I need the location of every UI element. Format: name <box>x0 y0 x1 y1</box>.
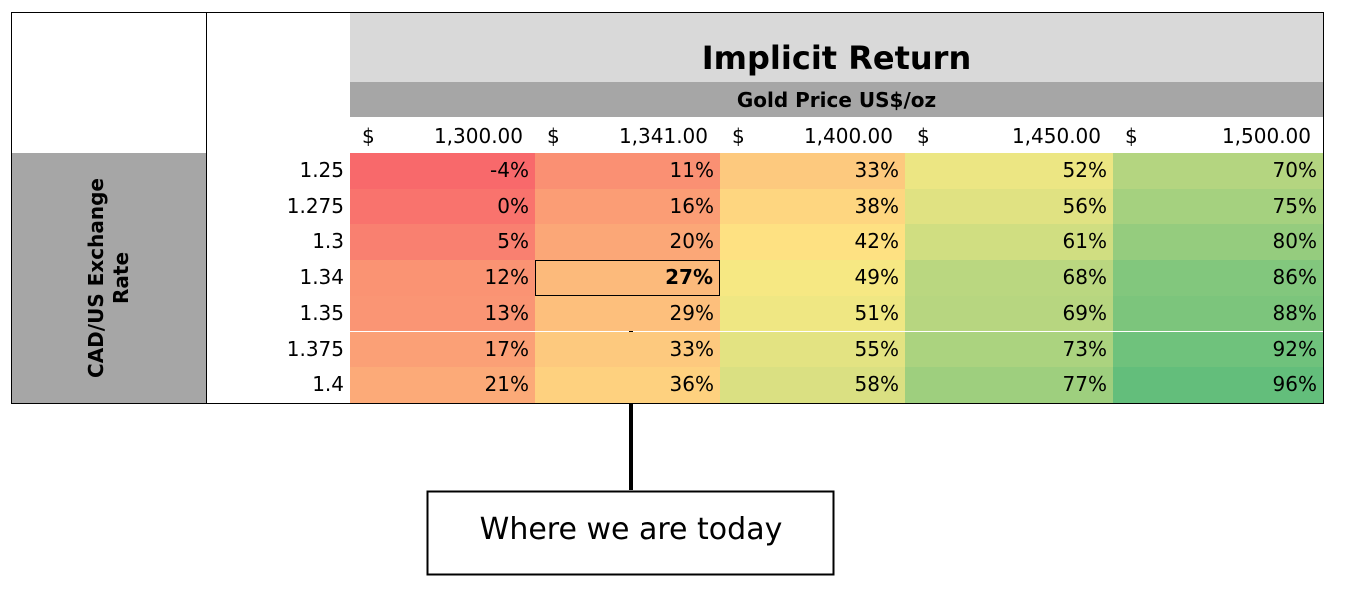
value-cell: 12% <box>350 260 535 296</box>
column-amount: 1,300.00 <box>433 124 523 148</box>
value-cell: 96% <box>1113 367 1323 403</box>
column-symbol: $ <box>362 124 375 148</box>
row-rate: 1.25 <box>299 158 344 182</box>
value-cell: 17% <box>350 331 535 368</box>
value-cell: 55% <box>720 331 905 368</box>
value-cell: 58% <box>720 367 905 403</box>
value-cell: 42% <box>720 224 905 261</box>
value-cell: 49% <box>720 260 905 296</box>
value-cell: 61% <box>905 224 1113 261</box>
column-symbol: $ <box>1125 124 1138 148</box>
value-cell: 27% <box>535 260 720 296</box>
column-symbol: $ <box>547 124 560 148</box>
value-cell: 56% <box>905 188 1113 225</box>
column-symbol: $ <box>732 124 745 148</box>
subtitle-band: Gold Price US$/oz <box>350 82 1323 117</box>
callout-text: Where we are today <box>479 512 783 547</box>
value-cell: 5% <box>350 224 535 261</box>
column-symbol: $ <box>917 124 930 148</box>
row-rate: 1.3 <box>312 229 344 254</box>
value-cell: 68% <box>905 260 1113 296</box>
value-cell: 16% <box>535 188 720 225</box>
value-cell: -4% <box>350 153 535 189</box>
value-cell: 70% <box>1113 153 1323 189</box>
callout-box <box>426 490 835 576</box>
value-cell: 51% <box>720 295 905 332</box>
value-cell: 69% <box>905 295 1113 332</box>
value-cell: 0% <box>350 188 535 225</box>
row-rate: 1.4 <box>312 372 344 397</box>
value-cell: 73% <box>905 331 1113 368</box>
row-axis-band <box>12 153 206 403</box>
value-cell: 92% <box>1113 331 1323 368</box>
row-rate: 1.375 <box>286 336 344 361</box>
value-cell: 33% <box>720 153 905 189</box>
row-rate: 1.275 <box>286 193 344 218</box>
column-amount: 1,400.00 <box>803 124 893 148</box>
row-rate: 1.35 <box>299 300 344 325</box>
value-cell: 88% <box>1113 295 1323 332</box>
value-cell: 86% <box>1113 260 1323 296</box>
column-amount: 1,450.00 <box>1011 124 1101 148</box>
value-cell: 38% <box>720 188 905 225</box>
table-frame <box>11 12 1324 404</box>
value-cell: 36% <box>535 367 720 403</box>
row-rate: 1.34 <box>299 265 344 290</box>
value-cell: 33% <box>535 331 720 368</box>
divider <box>206 12 207 404</box>
value-cell: 75% <box>1113 188 1323 225</box>
value-cell: 29% <box>535 295 720 332</box>
value-cell: 52% <box>905 153 1113 189</box>
title-band: Implicit Return <box>350 13 1323 82</box>
value-cell: 77% <box>905 367 1113 403</box>
value-cell: 11% <box>535 153 720 189</box>
value-cell: 20% <box>535 224 720 261</box>
column-amount: 1,341.00 <box>618 124 708 148</box>
value-cell: 13% <box>350 295 535 332</box>
column-amount: 1,500.00 <box>1221 124 1311 148</box>
value-cell: 21% <box>350 367 535 403</box>
value-cell: 80% <box>1113 224 1323 261</box>
